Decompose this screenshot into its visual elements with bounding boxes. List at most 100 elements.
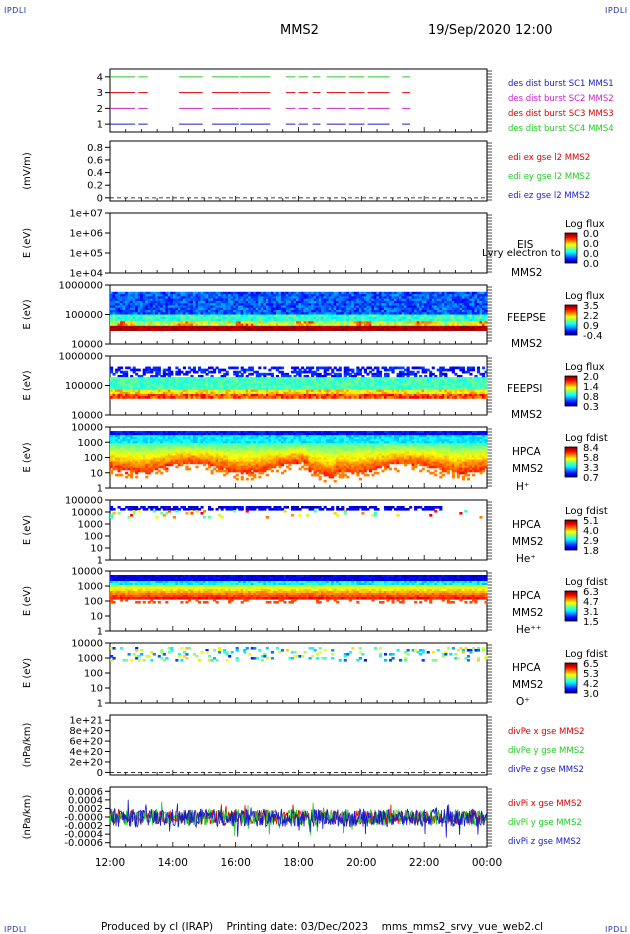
spectrogram-cell-feepse (150, 305, 154, 309)
spectrogram-cell-feepse (117, 307, 121, 311)
spectrogram-cell-feepse (295, 321, 300, 325)
spectrogram-cell-feepse (411, 294, 415, 297)
spectrogram-cell-feepse (301, 321, 305, 325)
spectrogram-cell-feepse (152, 314, 156, 318)
spectrogram-cell-feepse (313, 319, 317, 322)
spectrogram-cell-feepse (167, 291, 171, 295)
spectrogram-cell-feepse (419, 328, 423, 331)
spectrogram-cell-feepse (461, 319, 465, 322)
spectrogram-cell-feepse (481, 307, 486, 311)
spectrogram-cell-feepse (371, 328, 375, 331)
spectrogram-cell-feepse (313, 291, 317, 295)
spectrogram-cell-feepse (456, 325, 460, 329)
spectrogram-cell-feepse (401, 303, 405, 307)
spectrogram-cell-feepse (368, 325, 372, 329)
spectrogram-cell-feepse (411, 300, 415, 304)
spectrogram-cell-feepse (469, 319, 473, 322)
spectrogram-cell-feepse (346, 321, 350, 325)
spectrogram-cell-feepse (358, 291, 362, 295)
spectrogram-cell-feepse (333, 296, 337, 300)
spectrogram-cell-feepse (135, 319, 139, 322)
spectrogram-cell-feepse (295, 303, 300, 307)
spectrogram-cell-feepse (280, 328, 285, 331)
spectrogram-cell-feepse (285, 319, 290, 322)
spectrogram-cell-feepse (275, 307, 279, 311)
spectrogram-cell-feepse (321, 309, 325, 313)
spectrogram-cell-feepse (383, 325, 388, 329)
spectrogram-cell-feepse (175, 328, 179, 331)
spectrogram-cell-feepse (373, 328, 378, 331)
spectrogram-cell-feepse (112, 321, 116, 325)
spectrogram-cell-feepse (127, 319, 131, 322)
spectrogram-cell-feepse (353, 307, 357, 311)
spectrogram-cell-feepse (441, 328, 445, 331)
spectrogram-cell-feepse (328, 319, 332, 322)
spectrogram-cell-feepse (466, 294, 471, 297)
spectrogram-cell-feepse (461, 309, 465, 313)
spectrogram-cell-feepse (431, 296, 435, 300)
spectrogram-cell-feepse (202, 307, 207, 311)
spectrogram-cell-feepse (341, 291, 345, 295)
spectrogram-cell-feepse (140, 312, 144, 316)
spectrogram-cell-feepse (464, 300, 468, 304)
spectrogram-cell-feepse (290, 316, 295, 320)
spectrogram-cell-feepse (431, 305, 435, 309)
spectrogram-cell-feepse (416, 309, 420, 313)
spectrogram-cell-feepse (481, 296, 486, 300)
spectrogram-cell-feepse (255, 319, 259, 322)
spectrogram-cell-feepse (243, 325, 247, 329)
spectrogram-cell-feepse (378, 305, 383, 309)
spectrogram-cell-feepse (290, 309, 295, 313)
spectrogram-cell-feepse (122, 303, 126, 307)
spectrogram-cell-feepse (268, 291, 272, 295)
spectrogram-cell-feepse (456, 328, 460, 331)
spectrogram-cell-feepse (273, 328, 277, 331)
spectrogram-cell-feepse (414, 321, 418, 325)
spectrogram-cell-feepse (313, 305, 317, 309)
spectrogram-cell-feepse (451, 321, 455, 325)
spectrogram-cell-feepse (298, 319, 302, 322)
spectrogram-cell-feepse (378, 316, 383, 320)
spectrogram-cell-feepse (120, 316, 124, 320)
spectrogram-cell-feepse (316, 300, 320, 304)
spectrogram-cell-feepse (446, 305, 450, 309)
spectrogram-cell-feepse (112, 312, 116, 316)
spectrogram-cell-feepse (155, 314, 159, 318)
spectrogram-cell-feepse (270, 328, 274, 331)
spectrogram-cell-feepsi (115, 389, 119, 393)
spectrogram-cell-feepse (326, 319, 330, 322)
colorbar-segment-eis (565, 251, 577, 253)
spectrogram-cell-feepse (376, 296, 380, 300)
spectrogram-cell-feepse (140, 294, 144, 297)
spectrogram-cell-feepse (283, 314, 287, 318)
spectrogram-cell-feepse (285, 298, 290, 302)
spectrogram-cell-feepse (263, 305, 267, 309)
spectrogram-cell-feepse (208, 328, 212, 331)
y-tick-label-edi: 0.2 (87, 181, 103, 192)
spectrogram-cell-feepse (311, 319, 315, 322)
spectrogram-cell-feepse (459, 316, 463, 320)
spectrogram-cell-feepse (122, 312, 126, 316)
spectrogram-cell-feepse (230, 305, 234, 309)
spectrogram-cell-feepse (318, 296, 322, 300)
spectrogram-cell-feepse (396, 309, 400, 313)
spectrogram-cell-feepse (421, 300, 425, 304)
spectrogram-cell-feepse (187, 303, 192, 307)
spectrogram-cell-feepse (175, 298, 179, 302)
spectrogram-cell-feepse (280, 323, 285, 327)
spectrogram-cell-feepsi (120, 379, 124, 382)
spectrogram-cell-feepse (213, 321, 217, 325)
spectrogram-cell-feepse (263, 328, 267, 331)
spectrogram-cell-feepse (275, 328, 279, 331)
spectrogram-cell-feepse (290, 291, 295, 295)
spectrogram-cell-feepse (293, 314, 297, 318)
plot-datetime: 19/Sep/2020 12:00 (428, 23, 553, 38)
spectrogram-cell-feepse (459, 309, 463, 313)
spectrogram-cell-feepse (125, 303, 129, 307)
spectrogram-cell-feepse (426, 319, 430, 322)
spectrogram-cell-feepse (381, 314, 385, 318)
spectrogram-cell-feepse (285, 309, 290, 313)
spectrogram-cell-feepse (306, 314, 310, 318)
spectrogram-cell-feepse (223, 305, 227, 309)
y-tick-label-edi: 0 (97, 193, 103, 204)
